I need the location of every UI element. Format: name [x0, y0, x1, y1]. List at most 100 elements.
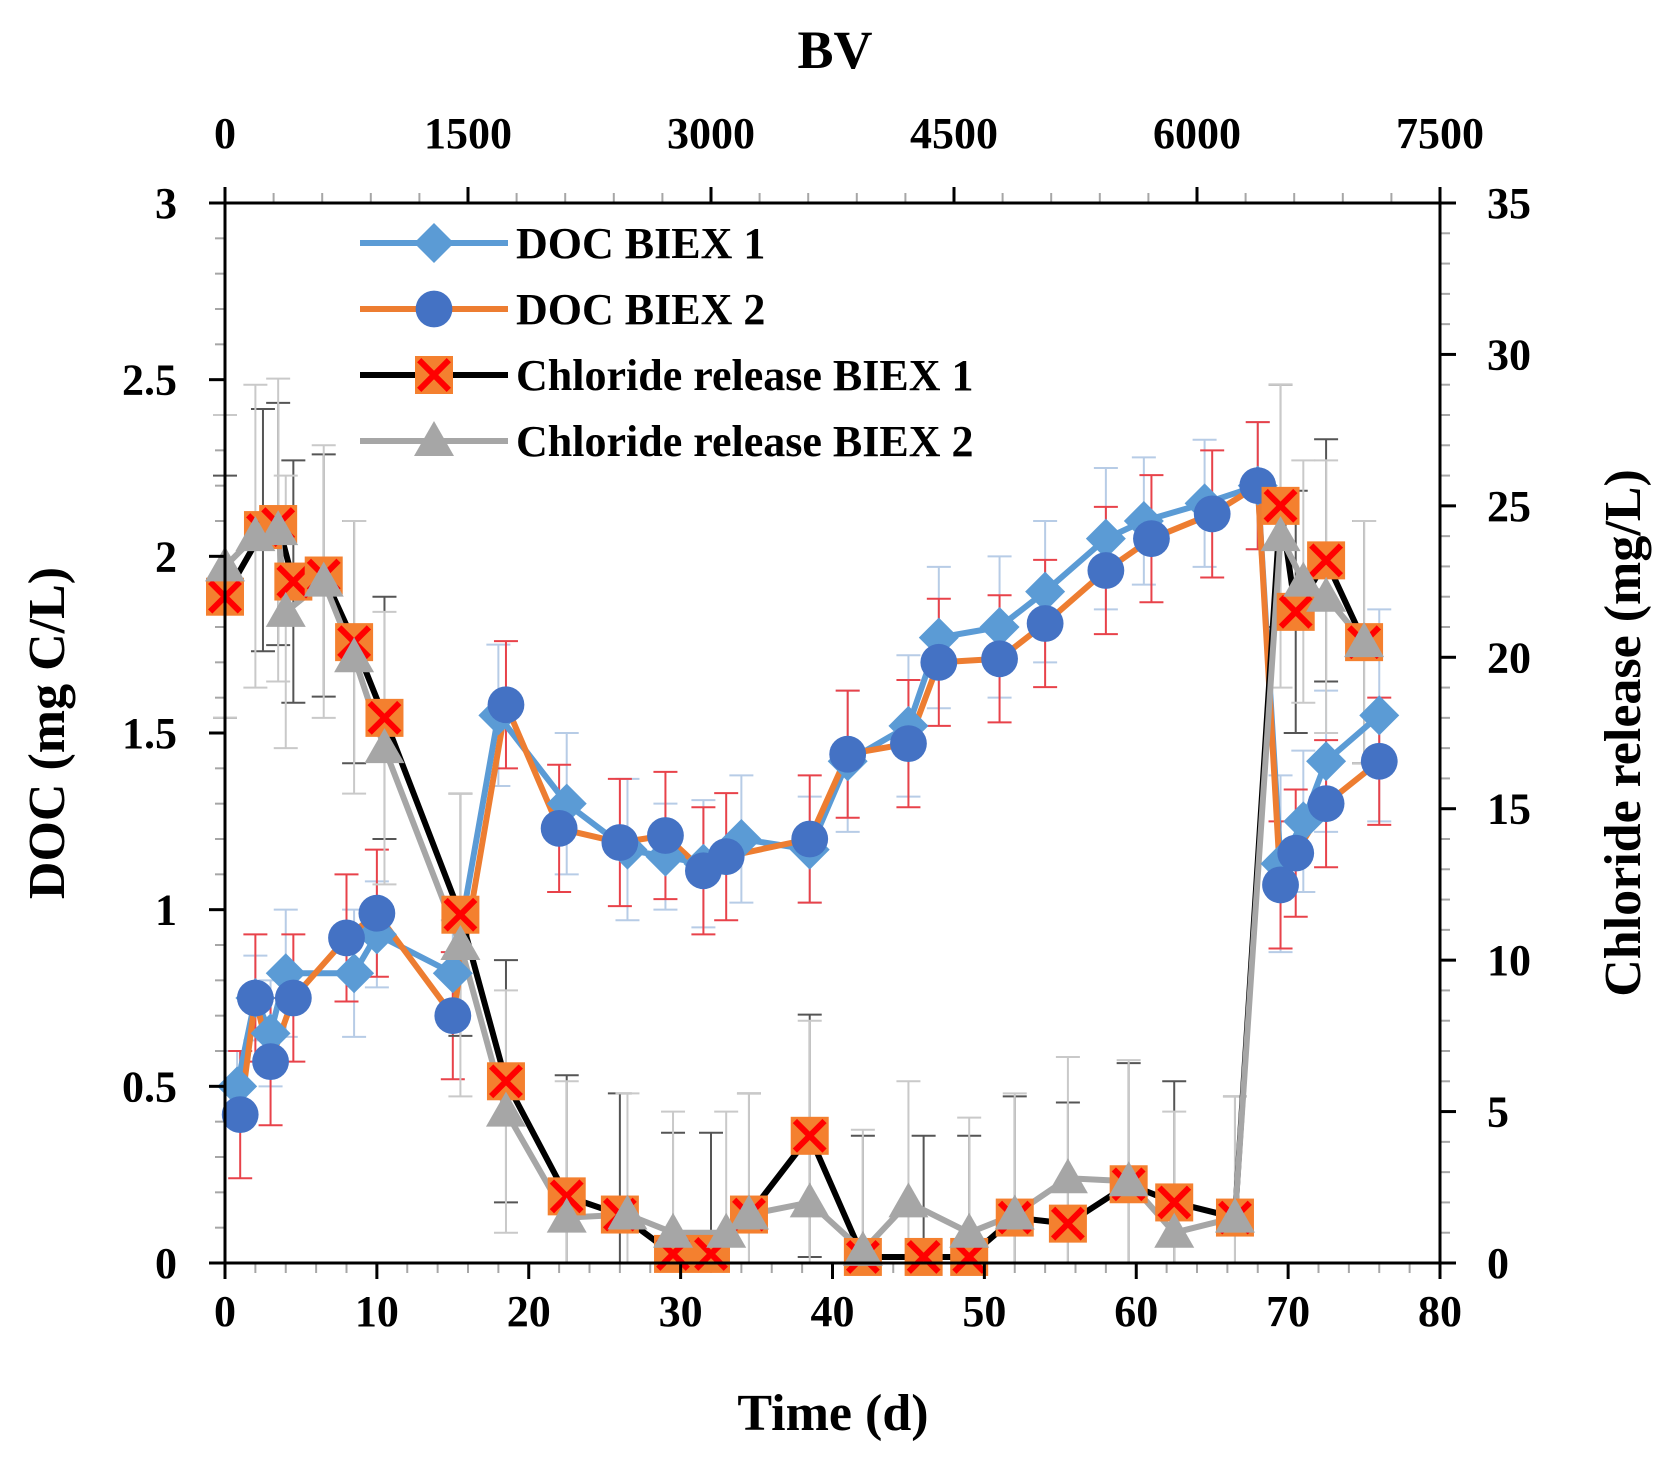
x-tick-label: 0 — [214, 1287, 236, 1336]
data-point — [1344, 622, 1385, 658]
legend-marker — [415, 290, 453, 328]
data-point — [653, 1212, 694, 1248]
x-tick-label: 20 — [507, 1287, 551, 1336]
data-point — [904, 1237, 943, 1276]
data-point — [274, 979, 312, 1017]
data-point — [358, 894, 396, 932]
data-point — [252, 1043, 289, 1080]
data-point — [829, 735, 867, 773]
data-point — [1360, 742, 1398, 780]
data-point — [707, 838, 745, 876]
data-point — [1154, 1212, 1195, 1248]
y2-tick-label: 15 — [1487, 785, 1531, 834]
legend: DOC BIEX 1 DOC BIEX 2 Chloride release BIE… — [360, 219, 974, 466]
data-point — [236, 979, 274, 1017]
data-point — [258, 510, 299, 546]
data-point — [607, 1194, 648, 1230]
data-point — [728, 1194, 769, 1230]
y-tick-label: 1 — [155, 886, 177, 935]
legend-label: Chloride release BIEX 1 — [516, 351, 974, 400]
data-point — [1306, 741, 1347, 782]
legend-marker — [414, 223, 454, 263]
data-point — [540, 810, 578, 847]
data-point — [1260, 516, 1301, 552]
x-tick-label: 70 — [1266, 1287, 1310, 1336]
data-point — [1047, 1158, 1088, 1194]
y2-tick-label: 5 — [1487, 1088, 1509, 1137]
y2-tick-label: 25 — [1487, 482, 1531, 531]
x2-tick-label: 6000 — [1153, 109, 1241, 158]
data-point — [1261, 486, 1300, 525]
data-point — [485, 1091, 526, 1127]
data-point — [1307, 785, 1345, 823]
data-point — [487, 686, 525, 724]
data-point — [434, 997, 472, 1035]
data-point — [432, 953, 473, 994]
data-point — [1025, 571, 1066, 612]
data-point — [981, 640, 1018, 678]
x2-tick-label: 7500 — [1396, 109, 1484, 158]
data-point — [1048, 1204, 1087, 1243]
data-point — [994, 1194, 1035, 1230]
y2-tick-label: 35 — [1487, 179, 1531, 228]
legend-marker — [414, 421, 454, 456]
data-point — [1193, 495, 1231, 533]
x-tick-label: 10 — [355, 1287, 399, 1336]
data-point — [1026, 605, 1064, 642]
data-point — [265, 591, 306, 627]
y2-tick-label: 10 — [1487, 936, 1531, 985]
data-point — [1133, 520, 1170, 558]
y-tick-label: 3 — [155, 179, 177, 228]
x2-tick-label: 1500 — [424, 109, 512, 158]
data-point — [790, 1116, 829, 1155]
x-tick-label: 60 — [1114, 1287, 1158, 1336]
data-point — [1306, 576, 1347, 612]
data-point — [221, 1096, 259, 1133]
x2-tick-label: 0 — [214, 109, 236, 158]
data-point — [1262, 866, 1299, 904]
data-point — [979, 607, 1020, 647]
series-markers — [205, 465, 1400, 1276]
legend-label: Chloride release BIEX 2 — [516, 417, 974, 466]
y2-tick-label: 30 — [1487, 330, 1531, 379]
data-point — [890, 725, 927, 762]
x-tick-label: 40 — [811, 1287, 855, 1336]
data-point — [789, 1182, 830, 1218]
y2-tick-label: 20 — [1487, 633, 1531, 682]
data-point — [1085, 518, 1126, 559]
data-point — [1276, 592, 1315, 631]
data-point — [920, 643, 958, 681]
y-tick-label: 2 — [155, 532, 177, 581]
data-point — [441, 895, 480, 934]
data-point — [706, 1212, 747, 1248]
x2-axis-ticks: 0 1500 3000 4500 6000 7500 — [214, 109, 1484, 203]
data-point — [791, 820, 829, 858]
data-point — [601, 824, 639, 861]
data-point — [328, 919, 365, 957]
y2-axis-ticks: 0 5 10 15 20 25 30 35 — [1440, 179, 1531, 1288]
data-point — [334, 637, 375, 673]
data-point — [1277, 834, 1315, 872]
data-point — [1359, 695, 1400, 736]
x-tick-label: 80 — [1418, 1287, 1462, 1336]
data-point — [217, 1066, 258, 1107]
y-tick-label: 0.5 — [122, 1062, 177, 1111]
x-tick-label: 30 — [659, 1287, 703, 1336]
x-axis-ticks: 0 10 20 30 40 50 60 70 80 — [214, 1263, 1462, 1336]
x2-tick-label: 4500 — [910, 109, 998, 158]
data-point — [647, 817, 684, 854]
y-tick-label: 0 — [155, 1239, 177, 1288]
y-axis-ticks: 0 0.5 1 1.5 2 2.5 3 — [122, 179, 225, 1288]
y-tick-label: 2.5 — [122, 356, 177, 405]
legend-marker — [415, 356, 453, 394]
x-tick-label: 50 — [962, 1287, 1006, 1336]
y-axis-title: DOC (mg C/L) — [19, 567, 76, 899]
data-point — [888, 1182, 929, 1218]
y2-axis-title: Chloride release (mg/L) — [1595, 469, 1652, 997]
data-point — [1087, 552, 1125, 589]
legend-label: DOC BIEX 2 — [516, 285, 765, 334]
data-point — [1307, 541, 1346, 580]
data-point — [303, 561, 344, 597]
